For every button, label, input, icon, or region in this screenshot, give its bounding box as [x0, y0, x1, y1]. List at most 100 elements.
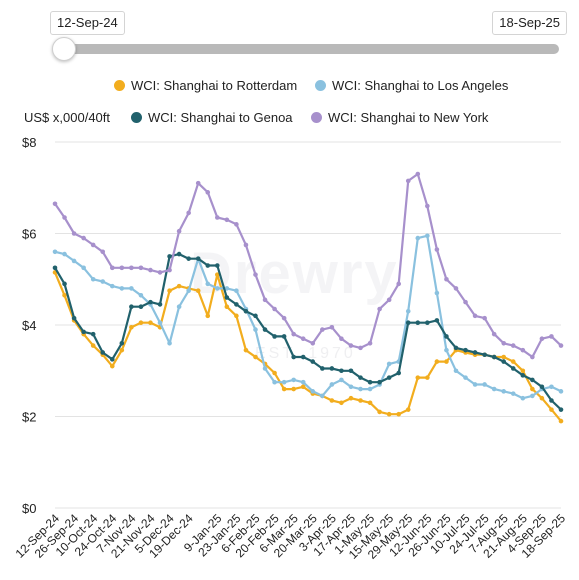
legend-item-los-angeles[interactable]: WCI: Shanghai to Los Angeles [315, 78, 508, 94]
data-point-genoa [262, 327, 268, 332]
data-point-genoa [148, 299, 153, 305]
data-point-genoa [310, 359, 316, 364]
range-slider-track[interactable] [58, 44, 559, 54]
data-point-new-york [491, 331, 497, 337]
data-point-new-york [558, 343, 564, 348]
data-point-los-angeles [100, 279, 106, 284]
data-point-rotterdam [501, 354, 507, 360]
range-slider-handle[interactable] [52, 37, 76, 61]
data-point-new-york [109, 265, 115, 271]
data-point-los-angeles [129, 286, 134, 291]
data-point-los-angeles [281, 379, 287, 385]
data-point-genoa [119, 341, 125, 346]
data-point-los-angeles [109, 283, 115, 289]
data-point-los-angeles [530, 393, 535, 399]
data-point-new-york [167, 267, 172, 273]
legend-dot-genoa [131, 112, 142, 123]
data-point-rotterdam [339, 400, 344, 406]
data-point-rotterdam [129, 324, 134, 330]
data-point-new-york [472, 313, 478, 319]
y-tick-label: $6 [22, 227, 36, 242]
data-point-genoa [100, 350, 106, 355]
data-point-los-angeles [453, 368, 459, 374]
legend-item-rotterdam[interactable]: WCI: Shanghai to Rotterdam [114, 78, 297, 94]
data-point-rotterdam [195, 288, 201, 293]
data-point-new-york [100, 249, 106, 255]
data-point-genoa [205, 263, 211, 268]
data-point-los-angeles [90, 276, 96, 282]
legend-label-los-angeles: WCI: Shanghai to Los Angeles [332, 78, 509, 93]
data-point-rotterdam [281, 386, 287, 392]
data-point-los-angeles [224, 286, 230, 291]
data-point-genoa [81, 329, 86, 335]
data-point-new-york [224, 217, 230, 223]
data-point-los-angeles [167, 341, 172, 346]
data-point-genoa [186, 256, 191, 261]
data-point-genoa [425, 320, 430, 326]
data-point-rotterdam [253, 354, 258, 360]
data-point-los-angeles [62, 251, 67, 257]
data-point-genoa [195, 256, 201, 261]
data-point-los-angeles [234, 288, 239, 293]
range-start-date[interactable]: 12-Sep-24 [50, 11, 125, 35]
data-point-los-angeles [472, 382, 478, 387]
data-point-genoa [90, 331, 96, 337]
legend-item-new-york[interactable]: WCI: Shanghai to New York [311, 110, 488, 126]
data-point-genoa [339, 368, 344, 374]
data-point-genoa [367, 379, 373, 385]
data-point-new-york [253, 272, 258, 277]
data-point-rotterdam [530, 386, 535, 392]
data-point-new-york [444, 276, 449, 282]
y-tick-label: $4 [22, 318, 36, 333]
data-point-rotterdam [358, 398, 363, 403]
data-point-genoa [176, 251, 182, 257]
data-point-rotterdam [434, 359, 440, 364]
data-point-new-york [186, 210, 191, 216]
data-point-new-york [549, 334, 554, 339]
data-point-new-york [62, 215, 67, 220]
range-end-date[interactable]: 18-Sep-25 [492, 11, 567, 35]
data-point-los-angeles [329, 382, 335, 387]
data-point-rotterdam [396, 411, 401, 417]
data-point-rotterdam [138, 320, 144, 326]
data-point-genoa [444, 334, 449, 339]
data-point-rotterdam [425, 375, 430, 380]
data-point-new-york [205, 190, 211, 195]
data-point-new-york [71, 231, 77, 236]
data-point-new-york [52, 201, 58, 207]
data-point-new-york [262, 297, 268, 303]
data-point-rotterdam [539, 395, 545, 401]
data-point-genoa [396, 370, 401, 376]
data-point-new-york [482, 315, 487, 321]
data-point-new-york [90, 242, 96, 248]
data-point-los-angeles [463, 375, 468, 380]
data-point-new-york [148, 267, 153, 273]
data-point-genoa [167, 254, 172, 259]
legend-item-genoa[interactable]: WCI: Shanghai to Genoa [131, 110, 293, 126]
data-point-new-york [434, 247, 440, 252]
legend-dot-rotterdam [114, 80, 125, 91]
legend-dot-new-york [311, 112, 322, 123]
data-point-rotterdam [415, 375, 421, 380]
data-point-los-angeles [425, 233, 430, 239]
data-point-rotterdam [109, 363, 115, 369]
data-point-los-angeles [358, 386, 363, 392]
data-point-rotterdam [243, 347, 249, 353]
data-point-genoa [291, 354, 296, 360]
data-point-los-angeles [434, 290, 440, 296]
data-point-rotterdam [291, 386, 296, 392]
data-point-genoa [520, 373, 526, 378]
data-point-los-angeles [320, 393, 325, 399]
data-point-new-york [215, 215, 220, 220]
data-point-genoa [434, 318, 440, 323]
data-point-genoa [377, 379, 382, 385]
data-point-rotterdam [272, 370, 277, 376]
data-point-genoa [329, 366, 335, 371]
data-point-new-york [300, 336, 306, 342]
data-point-los-angeles [482, 382, 487, 387]
data-point-new-york [243, 242, 249, 248]
data-point-genoa [405, 320, 411, 326]
data-point-rotterdam [148, 320, 153, 326]
data-point-rotterdam [215, 272, 220, 277]
legend-label-new-york: WCI: Shanghai to New York [328, 110, 489, 125]
